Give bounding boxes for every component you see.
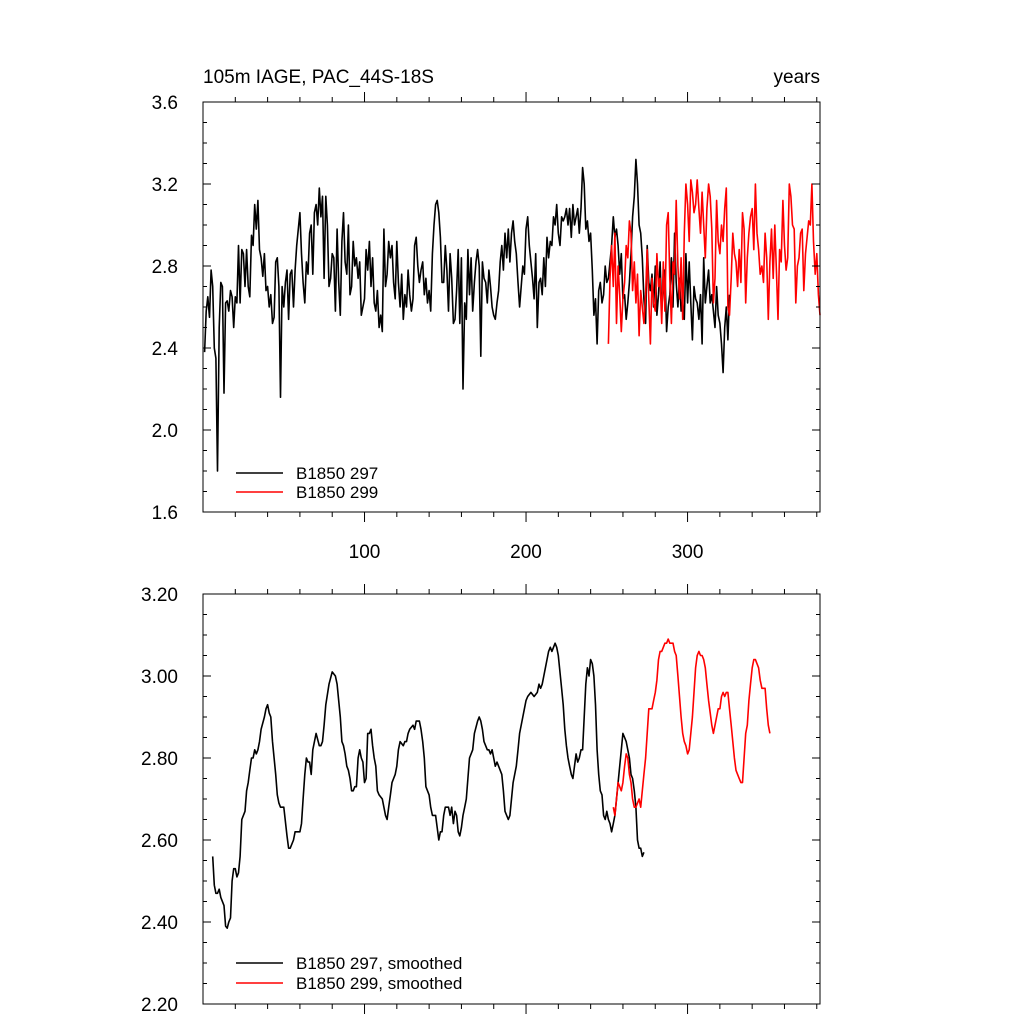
bottom-ytick-label: 2.80 bbox=[141, 749, 178, 770]
bottom-panel: 2.20 2.40 2.60 2.80 3.00 3.20 B1850 297, smoo… bbox=[141, 584, 821, 1016]
top-legend-label-299: B1850 299 bbox=[296, 483, 378, 502]
top-series-b1850-299 bbox=[607, 179, 821, 345]
bottom-ytick-label: 2.20 bbox=[141, 995, 178, 1016]
top-ytick-label: 2.8 bbox=[152, 257, 178, 278]
bottom-series-b1850-297-smoothed bbox=[211, 642, 645, 930]
top-series-group bbox=[203, 158, 821, 472]
bottom-legend-label-297: B1850 297, smoothed bbox=[296, 954, 462, 973]
top-xtick-label: 200 bbox=[510, 542, 542, 563]
bottom-ticks-group: 2.20 2.40 2.60 2.80 3.00 3.20 bbox=[141, 584, 820, 1016]
bottom-ytick-label: 3.20 bbox=[141, 585, 178, 606]
top-ytick-label: 2.0 bbox=[152, 421, 178, 442]
top-ytick-label: 1.6 bbox=[152, 503, 178, 524]
bottom-ytick-label: 2.40 bbox=[141, 913, 178, 934]
top-panel-title: 105m IAGE, PAC_44S-18S bbox=[203, 67, 434, 88]
bottom-legend-label-299: B1850 299, smoothed bbox=[296, 974, 462, 993]
bottom-plot-frame bbox=[202, 593, 821, 1005]
bottom-ytick-label: 2.60 bbox=[141, 831, 178, 852]
top-plot-frame bbox=[202, 101, 821, 513]
top-ytick-label: 3.6 bbox=[152, 93, 178, 114]
top-legend-label-297: B1850 297 bbox=[296, 464, 378, 483]
bottom-series-group bbox=[211, 638, 771, 930]
top-ytick-label: 3.2 bbox=[152, 175, 178, 196]
top-ytick-label: 2.4 bbox=[152, 339, 179, 360]
top-ticks-group: 1.6 2.0 2.4 2.8 3.2 3.6 100 200 300 bbox=[152, 92, 820, 563]
top-panel-units: years bbox=[774, 67, 820, 88]
bottom-series-b1850-299-smoothed bbox=[612, 638, 771, 817]
bottom-ytick-label: 3.00 bbox=[141, 667, 178, 688]
top-series-b1850-297 bbox=[203, 158, 731, 472]
top-legend: B1850 297 B1850 299 bbox=[236, 464, 378, 502]
top-panel: 105m IAGE, PAC_44S-18S years 1.6 2.0 2.4 2.… bbox=[152, 67, 821, 563]
top-xtick-label: 300 bbox=[672, 542, 704, 563]
top-xtick-label: 100 bbox=[349, 542, 381, 563]
bottom-legend: B1850 297, smoothed B1850 299, smoothed bbox=[236, 954, 462, 993]
